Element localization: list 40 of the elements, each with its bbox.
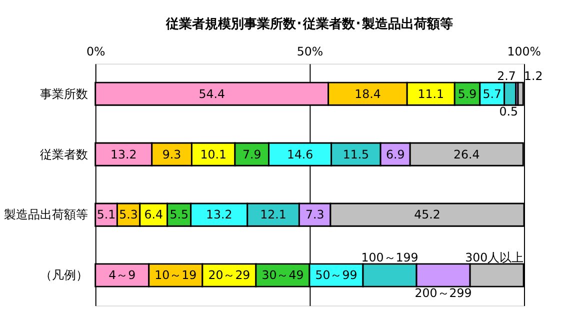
data-label: 7.9 <box>242 147 262 162</box>
series-label: 30～49 <box>262 268 304 282</box>
series-label: 4～9 <box>108 268 136 282</box>
data-label: 9.3 <box>162 147 182 162</box>
y-tick-label: （凡例） <box>40 268 88 282</box>
data-label: 2.7 <box>497 69 516 84</box>
data-label: 13.2 <box>206 208 232 222</box>
data-label: 5.7 <box>482 86 502 101</box>
data-label: 26.4 <box>454 147 480 162</box>
x-tick-label: 50% <box>296 44 324 58</box>
data-label: 0.5 <box>499 104 518 118</box>
data-label: 7.3 <box>305 208 324 222</box>
data-label: 13.2 <box>110 147 137 162</box>
chart-title: 従業者規模別事業所数･従業者数･製造品出荷額等 <box>165 16 454 32</box>
y-tick-label: 事業所数 <box>40 86 88 101</box>
series-label: 100～199 <box>361 250 418 264</box>
data-label: 5.5 <box>170 208 188 222</box>
series-label: 300人以上 <box>465 250 524 264</box>
series-label: 200～299 <box>414 286 472 300</box>
series-label: 10～19 <box>154 268 197 282</box>
data-label: 11.5 <box>342 147 370 162</box>
data-label: 5.3 <box>119 208 138 222</box>
x-tick-label: 0% <box>86 44 106 58</box>
data-label: 45.2 <box>414 208 440 222</box>
data-label: 5.1 <box>96 208 116 222</box>
data-label: 10.1 <box>200 147 226 162</box>
data-label: 6.4 <box>144 208 163 222</box>
data-label: 18.4 <box>354 86 381 101</box>
data-label: 6.9 <box>386 147 405 162</box>
x-tick-label: 100% <box>507 44 541 58</box>
series-label: 20～29 <box>208 268 250 282</box>
data-label: 1.2 <box>524 69 543 84</box>
data-label: 14.6 <box>286 147 314 162</box>
y-tick-label: 従業者数 <box>40 147 88 162</box>
data-label: 5.9 <box>458 86 477 101</box>
data-label: 12.1 <box>260 208 286 222</box>
data-label: 54.4 <box>198 86 225 101</box>
data-label: 11.1 <box>418 86 444 101</box>
y-tick-label: 製造品出荷額等 <box>4 208 88 222</box>
series-label: 50～99 <box>315 268 358 282</box>
